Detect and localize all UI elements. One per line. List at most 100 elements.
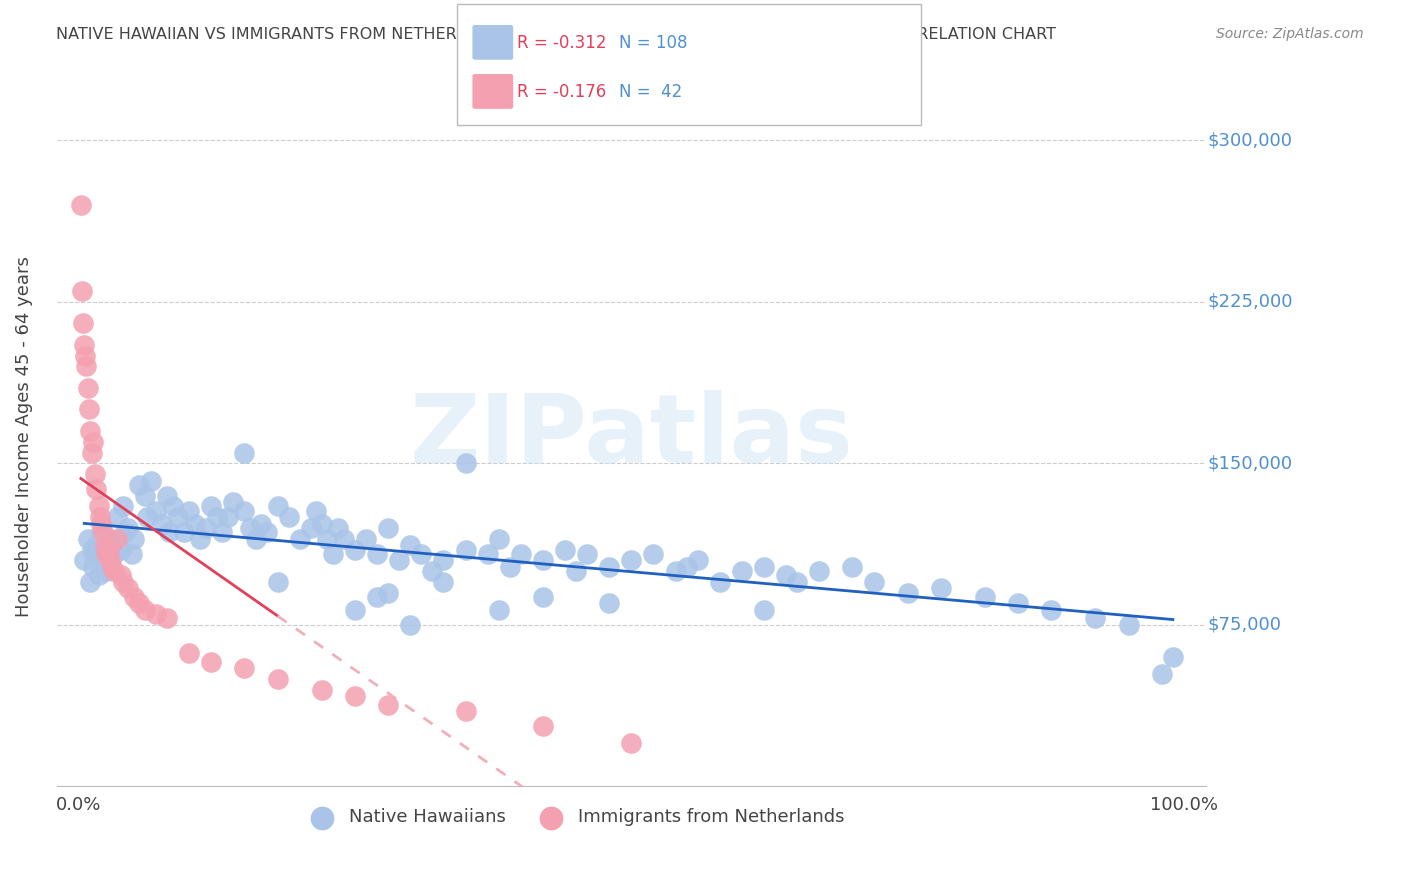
Point (366, 547, 388, 561)
Point (122, 532, 145, 546)
Point (73, 553, 96, 567)
Point (84, 547, 107, 561)
Point (311, 682, 333, 697)
Point (388, 553, 411, 567)
Point (477, 547, 499, 561)
Text: ZIPatlas: ZIPatlas (409, 390, 853, 483)
Point (675, 559, 697, 574)
Point (94, 538, 117, 552)
Point (90, 525, 112, 540)
Point (211, 525, 233, 540)
Point (808, 564, 831, 578)
Point (233, 661, 256, 675)
Point (103, 564, 125, 578)
Point (863, 574, 886, 589)
Point (200, 655, 222, 669)
Point (664, 564, 686, 578)
Point (686, 553, 709, 567)
Text: $300,000: $300,000 (1208, 131, 1292, 149)
Point (239, 521, 262, 535)
Point (576, 547, 599, 561)
Point (86, 482, 108, 496)
Point (752, 603, 775, 617)
Point (105, 532, 128, 546)
Point (322, 547, 344, 561)
Point (101, 538, 124, 552)
Point (105, 510, 128, 524)
Point (167, 510, 190, 524)
Point (399, 538, 422, 552)
Point (288, 532, 311, 546)
Point (1007, 596, 1029, 610)
Point (432, 574, 454, 589)
Point (70, 284, 93, 298)
Point (377, 698, 399, 712)
Point (91, 553, 114, 567)
Point (157, 525, 180, 540)
Point (76, 381, 98, 395)
Point (79, 574, 101, 589)
Point (87, 568, 110, 582)
Point (110, 568, 132, 582)
Point (82, 559, 104, 574)
Point (114, 525, 136, 540)
Point (122, 590, 145, 604)
Point (531, 719, 554, 733)
Point (377, 585, 399, 599)
Point (233, 504, 256, 518)
Point (233, 445, 256, 459)
Point (82, 434, 104, 449)
Point (173, 525, 195, 540)
Point (897, 585, 920, 599)
Point (499, 559, 522, 574)
Point (598, 596, 620, 610)
Point (150, 516, 173, 531)
Point (70, 198, 93, 212)
Point (110, 542, 132, 557)
Text: N = 108: N = 108 (619, 34, 688, 52)
Point (121, 547, 143, 561)
Text: R = -0.312: R = -0.312 (517, 34, 607, 52)
Point (620, 553, 643, 567)
Point (488, 532, 510, 546)
Point (79, 424, 101, 438)
Text: N =  42: N = 42 (619, 83, 682, 101)
Text: NATIVE HAWAIIAN VS IMMIGRANTS FROM NETHERLANDS HOUSEHOLDER INCOME AGES 45 - 64 Y: NATIVE HAWAIIAN VS IMMIGRANTS FROM NETHE… (56, 27, 1056, 42)
Point (1118, 618, 1140, 632)
Text: $75,000: $75,000 (1208, 615, 1281, 634)
Point (84, 467, 107, 482)
Point (222, 495, 245, 509)
Point (145, 607, 167, 622)
Point (565, 564, 588, 578)
Point (156, 489, 179, 503)
Y-axis label: Householder Income Ages 45 - 64 years: Householder Income Ages 45 - 64 years (15, 256, 32, 617)
Point (217, 510, 239, 524)
Point (266, 500, 288, 514)
Point (97, 542, 120, 557)
Point (266, 672, 288, 686)
Point (277, 510, 299, 524)
Point (72, 316, 94, 330)
Point (343, 689, 366, 703)
Point (316, 532, 339, 546)
Point (194, 521, 217, 535)
Text: Source: ZipAtlas.com: Source: ZipAtlas.com (1216, 27, 1364, 41)
Point (80, 542, 103, 557)
Point (98, 532, 121, 546)
Point (266, 574, 288, 589)
Point (709, 574, 731, 589)
Text: $225,000: $225,000 (1208, 293, 1292, 310)
Point (89, 510, 111, 524)
Text: R = -0.176: R = -0.176 (517, 83, 606, 101)
Point (90, 516, 112, 531)
Point (841, 559, 863, 574)
Point (134, 603, 156, 617)
Point (531, 590, 554, 604)
Point (422, 564, 444, 578)
Point (531, 553, 554, 567)
Point (162, 500, 184, 514)
Legend: Native Hawaiians, Immigrants from Netherlands: Native Hawaiians, Immigrants from Nether… (297, 801, 852, 833)
Point (1150, 667, 1173, 681)
Point (179, 504, 201, 518)
Point (311, 516, 333, 531)
